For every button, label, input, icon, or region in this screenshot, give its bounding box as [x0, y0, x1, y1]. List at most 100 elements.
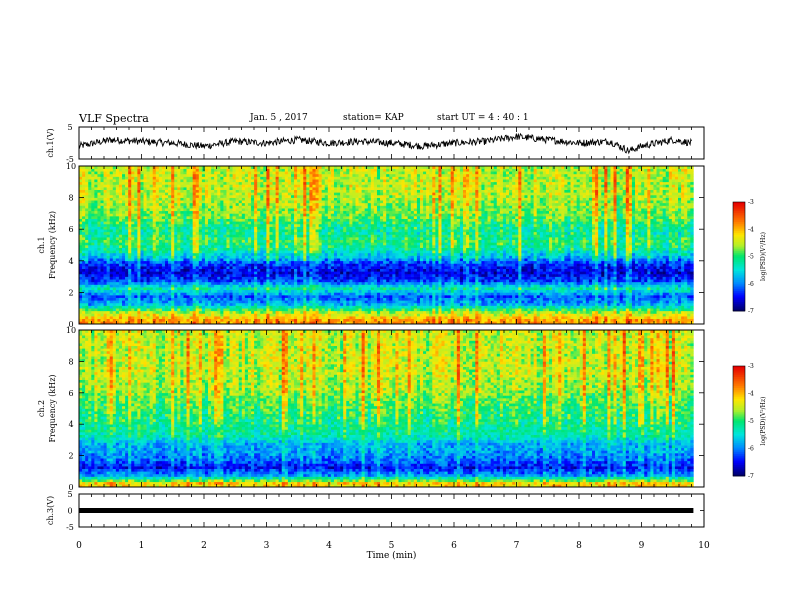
spectrogram-cell — [300, 292, 304, 296]
spectrogram-cell — [217, 321, 221, 325]
spectrogram-cell — [536, 313, 541, 317]
spectrogram-cell — [174, 289, 178, 293]
spectrogram-cell — [496, 300, 501, 304]
spectrogram-cell — [530, 276, 534, 280]
spectrogram-cell — [376, 310, 381, 314]
spectrogram-cell — [635, 318, 639, 322]
spectrogram-cell — [204, 305, 209, 309]
spectrogram-cell — [466, 263, 470, 267]
spectrogram-cell — [665, 318, 670, 322]
spectrogram-cell — [290, 313, 295, 317]
spectrogram-cell — [545, 276, 550, 280]
spectrogram-cell — [373, 284, 378, 288]
spectrogram-cell — [82, 295, 86, 298]
spectrogram-cell — [598, 305, 602, 309]
spectrogram-cell — [524, 300, 528, 304]
spectrogram-cell — [475, 289, 479, 293]
spectrogram-cell — [312, 313, 316, 317]
spectrogram-cell — [496, 279, 501, 283]
spectrogram-cell — [576, 302, 581, 306]
spectrogram-cell — [601, 316, 605, 320]
spectrogram-cell — [223, 284, 227, 288]
spectrogram-cell — [189, 279, 193, 283]
spectrogram-cell — [149, 273, 154, 277]
spectrogram-cell — [423, 268, 427, 272]
spectrogram-cell — [137, 276, 141, 280]
spectrogram-cell — [235, 260, 240, 264]
spectrogram-cell — [235, 281, 240, 285]
spectrogram-cell — [481, 263, 485, 267]
spectrogram-cell — [641, 313, 645, 317]
spectrogram-cell — [567, 302, 571, 306]
spectrogram-cell — [260, 295, 264, 298]
spectrogram-cell — [539, 295, 544, 298]
spectrogram-cell — [619, 287, 624, 291]
spectrogram-cell — [496, 289, 501, 293]
spectrogram-cell — [518, 271, 522, 275]
spectrogram-cell — [330, 279, 335, 283]
spectrogram-cell — [361, 318, 365, 322]
spectrogram-cell — [681, 287, 685, 291]
spectrogram-cell — [607, 271, 611, 275]
spectrogram-cell — [125, 305, 129, 309]
spectrogram-cell — [490, 310, 494, 314]
spectrogram-cell — [287, 321, 292, 325]
spectrogram-cell — [269, 271, 273, 275]
spectrogram-cell — [386, 276, 390, 280]
spectrogram-cell — [527, 302, 531, 306]
spectrogram-cell — [266, 287, 270, 291]
spectrogram-cell — [241, 295, 246, 298]
spectrogram-cell — [441, 284, 445, 288]
spectrogram-cell — [665, 279, 670, 283]
spectrogram-cell — [456, 302, 461, 306]
spectrogram-cell — [149, 318, 154, 322]
spectrogram-cell — [638, 284, 642, 288]
spectrogram-cell — [214, 279, 218, 283]
spectrogram-cell — [140, 321, 144, 325]
spectrogram-cell — [456, 266, 461, 269]
spectrogram-cell — [318, 318, 322, 322]
spectrogram-cell — [545, 310, 550, 314]
spectrogram-cell — [337, 260, 341, 264]
spectrogram-cell — [309, 308, 313, 312]
spectrogram-cell — [226, 297, 230, 301]
spectrogram-cell — [226, 268, 230, 272]
spectrogram-cell — [622, 292, 627, 296]
spectrogram-cell — [598, 260, 602, 264]
spectrogram-cell — [152, 289, 157, 293]
spectrogram-cell — [192, 292, 197, 296]
spectrogram-cell — [269, 308, 273, 312]
spectrogram-cell — [671, 313, 676, 317]
spectrogram-cell — [687, 268, 691, 272]
spectrogram-cell — [244, 308, 249, 312]
spectrogram-cell — [152, 292, 157, 296]
spectrogram-cell — [380, 271, 384, 275]
spectrogram-cell — [407, 276, 412, 280]
spectrogram-cell — [343, 281, 347, 285]
spectrogram-cell — [383, 305, 387, 309]
spectrogram-cell — [493, 276, 498, 280]
spectrogram-cell — [383, 276, 387, 280]
spectrogram-cell — [539, 279, 544, 283]
spectrogram-cell — [358, 284, 362, 288]
spectrogram-cell — [238, 321, 243, 325]
spectrogram-cell — [208, 268, 212, 272]
spectrogram-cell — [573, 287, 577, 291]
spectrogram-cell — [238, 289, 243, 293]
spectrogram-cell — [146, 305, 150, 309]
spectrogram-cell — [668, 300, 673, 304]
spectrogram-cell — [343, 300, 347, 304]
spectrogram-cell — [665, 284, 670, 288]
spectrogram-cell — [684, 302, 688, 306]
spectrogram-cell — [496, 287, 501, 291]
spectrogram-cell — [171, 263, 175, 267]
spectrogram-cell — [241, 266, 246, 269]
spectrogram-cell — [315, 268, 319, 272]
spectrogram-cell — [103, 284, 107, 288]
spectrogram-cell — [592, 297, 596, 301]
spectrogram-cell — [622, 297, 627, 301]
spectrogram-cell — [195, 316, 200, 320]
spectrogram-cell — [269, 295, 273, 298]
spectrogram-cell — [318, 305, 322, 309]
spectrogram-cell — [466, 310, 470, 314]
